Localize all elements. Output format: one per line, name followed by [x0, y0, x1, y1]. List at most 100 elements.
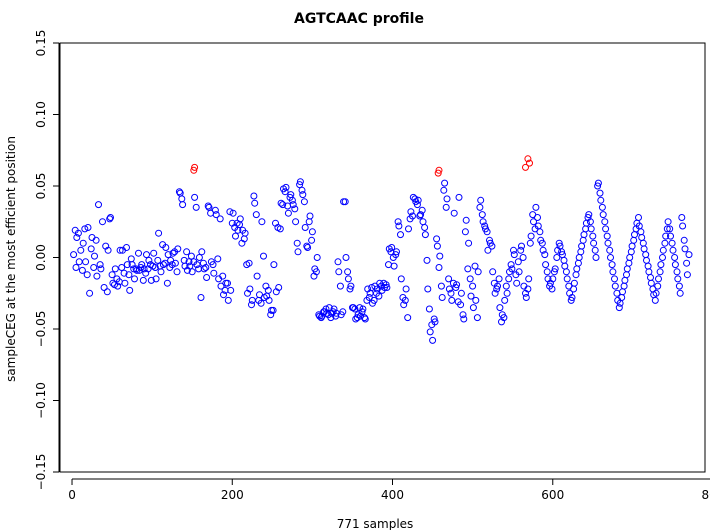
data-point	[623, 265, 631, 273]
data-point	[500, 314, 508, 322]
data-point	[662, 232, 670, 240]
data-point	[135, 249, 142, 257]
data-point	[264, 286, 272, 294]
data-point	[151, 264, 159, 271]
data-point	[270, 261, 278, 269]
data-point	[250, 192, 258, 200]
data-point	[503, 289, 511, 297]
data-point	[589, 232, 597, 240]
data-point	[291, 205, 299, 213]
data-point	[128, 261, 136, 269]
data-point	[434, 169, 442, 177]
data-point	[73, 234, 81, 241]
chart-title: AGTCAAC profile	[294, 11, 424, 27]
data-point	[397, 275, 405, 283]
data-point	[602, 225, 610, 233]
data-point	[248, 296, 256, 304]
data-point	[335, 268, 343, 276]
data-point	[407, 208, 415, 216]
data-point	[125, 271, 133, 279]
data-point	[642, 251, 650, 259]
data-point	[656, 268, 664, 276]
data-point	[462, 216, 470, 224]
data-point	[598, 203, 606, 211]
data-point	[486, 236, 493, 244]
data-points	[70, 155, 693, 344]
data-point	[361, 314, 368, 322]
data-point	[635, 214, 642, 221]
data-point	[214, 255, 222, 263]
data-point	[342, 254, 350, 261]
data-point	[248, 301, 255, 309]
data-point	[560, 256, 568, 264]
data-point	[232, 232, 239, 240]
data-point	[114, 282, 122, 290]
data-point	[625, 259, 633, 267]
data-point	[265, 296, 273, 304]
data-point	[77, 246, 85, 254]
data-point	[421, 231, 429, 239]
data-point	[638, 234, 646, 241]
data-point	[525, 275, 533, 283]
data-point	[645, 268, 653, 276]
data-point	[631, 231, 638, 239]
data-point	[488, 242, 496, 250]
data-point	[573, 265, 581, 273]
data-point	[530, 218, 537, 226]
data-point	[203, 274, 211, 281]
data-point	[204, 202, 212, 210]
data-point	[275, 284, 283, 291]
plot-frame	[59, 42, 706, 473]
x-tick-label: 200	[221, 488, 244, 502]
data-point	[159, 261, 167, 269]
data-point	[563, 275, 571, 283]
data-point	[601, 218, 609, 226]
data-point	[558, 248, 566, 256]
data-point	[252, 211, 260, 219]
data-point	[200, 265, 208, 273]
data-point	[325, 304, 333, 312]
data-point	[305, 218, 313, 226]
data-point	[527, 232, 535, 240]
data-point	[93, 272, 101, 280]
data-point	[90, 264, 98, 271]
data-point	[472, 296, 480, 304]
data-point	[82, 258, 90, 266]
data-point	[543, 268, 551, 276]
data-point	[108, 271, 116, 279]
data-point	[655, 275, 662, 283]
data-point	[347, 282, 355, 290]
data-point	[173, 268, 181, 276]
data-point	[440, 186, 448, 194]
data-point	[296, 181, 304, 189]
y-axis: −0.15 −0.10 −0.05 0.00 0.05 0.10 0.15	[34, 30, 60, 490]
data-point	[519, 254, 527, 261]
data-point	[587, 225, 595, 233]
data-point	[95, 201, 102, 209]
data-point	[212, 211, 220, 219]
data-point	[70, 251, 78, 259]
data-point	[241, 229, 249, 237]
data-point	[227, 286, 235, 294]
data-point	[385, 261, 392, 269]
data-point	[299, 191, 307, 199]
data-point	[224, 296, 232, 304]
data-point	[382, 281, 390, 289]
data-point	[542, 261, 550, 269]
data-point	[388, 244, 396, 251]
data-point	[510, 251, 518, 259]
data-point	[431, 318, 439, 326]
data-point	[685, 251, 693, 259]
data-point	[579, 236, 587, 244]
y-tick-label: −0.10	[34, 382, 48, 419]
data-point	[491, 289, 499, 297]
data-point	[401, 296, 409, 304]
data-point	[346, 285, 354, 293]
data-point	[553, 254, 561, 261]
data-point	[591, 246, 599, 254]
data-point	[163, 279, 171, 287]
data-point	[257, 299, 265, 307]
x-tick-label: 600	[541, 488, 564, 502]
data-point	[293, 239, 301, 247]
data-point	[671, 254, 679, 261]
